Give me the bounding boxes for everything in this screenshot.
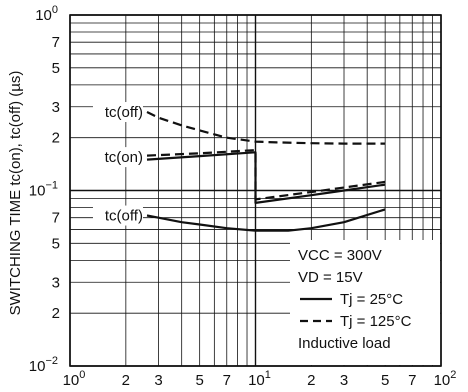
curve-label: tc(off) <box>105 208 143 225</box>
y-tick-label: 3 <box>52 99 60 116</box>
y-tick-label: 2 <box>52 305 60 322</box>
x-tick-label: 5 <box>195 372 203 389</box>
curve-label-bg <box>92 205 143 226</box>
x-tick-label: 102 <box>434 369 457 389</box>
x-tick-label: 100 <box>63 369 86 389</box>
curve-labels: tc(off) tc(on) tc(off) <box>92 102 143 226</box>
y-tick-label: 10−2 <box>29 355 58 375</box>
x-tick-label: 2 <box>122 372 130 389</box>
legend-note: Inductive load <box>298 335 391 352</box>
curve-label: tc(off) <box>105 104 143 121</box>
series-line <box>146 208 386 232</box>
y-tick-label: 100 <box>35 4 58 24</box>
x-tick-label: 5 <box>381 372 389 389</box>
y-tick-label: 3 <box>52 274 60 291</box>
plot-frame <box>69 14 442 367</box>
x-tick-label: 3 <box>154 372 162 389</box>
curve-label-bg <box>92 102 143 123</box>
legend-entry-label: Tj = 125°C <box>340 313 412 330</box>
x-tick-label: 7 <box>408 372 416 389</box>
y-tick-label: 2 <box>52 130 60 147</box>
legend-entry-label: Tj = 25°C <box>340 291 403 308</box>
y-tick-label: 5 <box>52 60 60 77</box>
series-line <box>146 151 386 204</box>
series-line <box>146 111 386 145</box>
y-tick-label: 7 <box>52 34 60 51</box>
y-tick-labels: 100 7 5 3 2 10−1 7 5 3 2 10−2 <box>29 4 60 375</box>
legend-condition: VD = 15V <box>298 269 363 286</box>
legend: VCC = 300V VD = 15V Tj = 25°C Tj = 125°C Ind… <box>290 240 440 365</box>
x-tick-label: 3 <box>340 372 348 389</box>
x-tick-label: 101 <box>248 369 271 389</box>
y-tick-label: 7 <box>52 210 60 227</box>
y-tick-label: 5 <box>52 235 60 252</box>
curve-label: tc(on) <box>105 149 143 166</box>
legend-box <box>290 240 440 365</box>
series-lines <box>146 111 386 232</box>
curve-label-bg <box>92 147 143 168</box>
x-tick-labels: 100 2 3 5 7 101 2 3 5 7 102 <box>63 369 457 389</box>
x-tick-label: 2 <box>307 372 315 389</box>
y-axis-label: SWITCHING TIME tc(on), tc(off) (µs) <box>7 71 24 316</box>
x-tick-label: 7 <box>223 372 231 389</box>
legend-condition: VCC = 300V <box>298 247 382 264</box>
y-tick-label: 10−1 <box>29 180 58 200</box>
